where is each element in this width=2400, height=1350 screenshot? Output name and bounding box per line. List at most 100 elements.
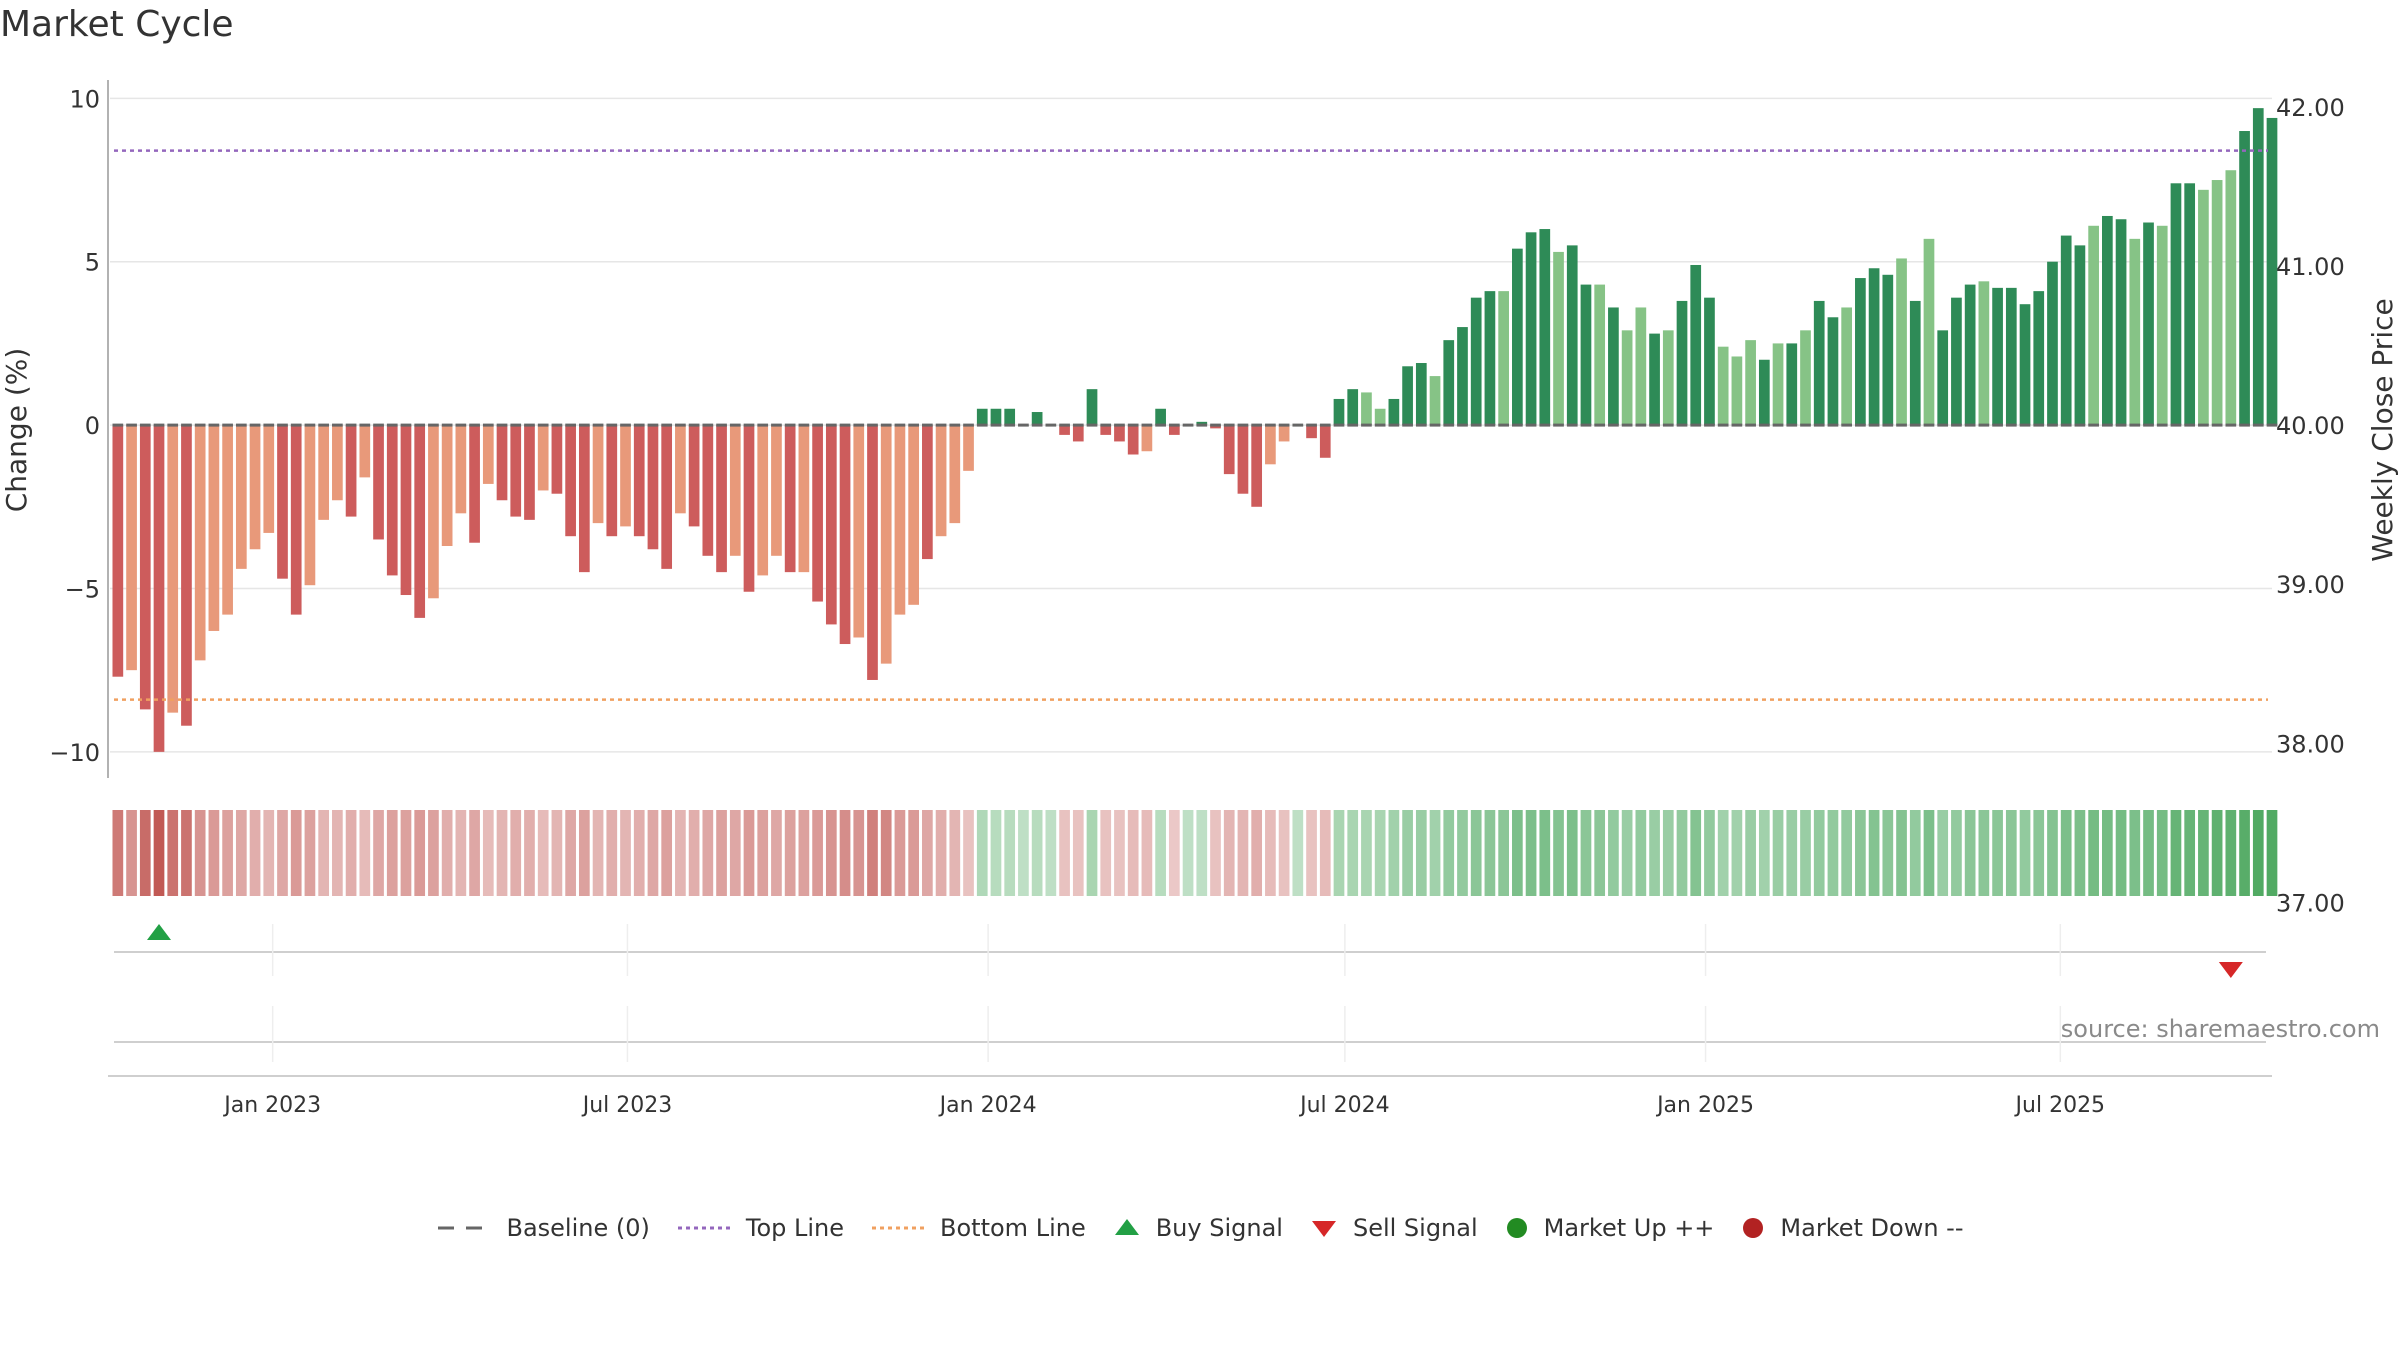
strip-cell [633, 810, 645, 896]
bar [1608, 307, 1619, 426]
bars-layer [112, 108, 2278, 752]
bar [181, 425, 192, 726]
bar [1155, 408, 1166, 426]
strip-cell [1168, 810, 1180, 896]
legend-market-down[interactable]: Market Down -- [1740, 1214, 1964, 1242]
y2-tick-label: 42.00 [2276, 94, 2345, 122]
bar [1265, 425, 1276, 465]
bar [1580, 284, 1592, 426]
bar [2019, 304, 2031, 426]
strip-cell [496, 810, 508, 896]
bar [661, 425, 673, 569]
strip-cell [1415, 810, 1427, 896]
strip-cell [688, 810, 700, 896]
strip-cell [620, 810, 631, 896]
bar [1992, 287, 2003, 426]
bar [2074, 245, 2086, 426]
bar [688, 425, 700, 527]
strip-cell [112, 810, 124, 896]
intensity-strip [112, 810, 2278, 896]
strip-cell [386, 810, 398, 896]
strip-cell [675, 810, 686, 896]
bar [469, 425, 480, 543]
strip-cell [1813, 810, 1825, 896]
strip-cell [1388, 810, 1400, 896]
y-tick-label: 10 [69, 85, 100, 113]
bar [1457, 327, 1468, 426]
legend-buy-signal[interactable]: Buy Signal [1112, 1214, 1283, 1242]
strip-cell [1580, 810, 1592, 896]
bar [1072, 425, 1084, 442]
legend-baseline-label: Baseline (0) [506, 1214, 650, 1242]
strip-cell [812, 810, 823, 896]
strip-cell [1470, 810, 1482, 896]
legend-sell-signal[interactable]: Sell Signal [1309, 1214, 1478, 1242]
bar [1196, 421, 1208, 426]
bar [1676, 300, 1688, 426]
bar [2252, 108, 2264, 426]
strip-cell [976, 810, 988, 896]
bar [2225, 170, 2237, 426]
legend-baseline[interactable]: Baseline (0) [436, 1214, 650, 1242]
bar [633, 425, 645, 537]
strip-cell [1745, 810, 1756, 896]
strip-cell [1031, 810, 1043, 896]
strip-cell [2225, 810, 2237, 896]
bar [1388, 398, 1400, 426]
strip-cell [1498, 810, 1509, 896]
bar [194, 425, 206, 661]
bar [263, 425, 275, 533]
strip-cell [1676, 810, 1688, 896]
strip-cell [1127, 810, 1139, 896]
bar [578, 425, 590, 573]
strip-cell [1086, 810, 1098, 896]
strip-cell [455, 810, 467, 896]
bar [1278, 425, 1290, 442]
legend-market-up[interactable]: Market Up ++ [1504, 1214, 1714, 1242]
strip-cell [1937, 810, 1949, 896]
bar [304, 425, 316, 586]
bar [1909, 300, 1921, 426]
strip-cell [1868, 810, 1880, 896]
bar [2211, 180, 2223, 426]
strip-cell [1443, 810, 1455, 896]
strip-cell [1333, 810, 1345, 896]
bar [524, 425, 535, 520]
strip-cell [510, 810, 522, 896]
strip-cell [2101, 810, 2113, 896]
x-tick-label: Jul 2024 [1298, 1093, 1390, 1118]
strip-cell [1265, 810, 1276, 896]
bar [1594, 284, 1606, 426]
bar [1882, 274, 1894, 426]
legend-down-label: Market Down -- [1780, 1214, 1964, 1242]
bar [825, 425, 837, 625]
strip-cell [441, 810, 453, 896]
strip-cell [894, 810, 906, 896]
bar [1758, 359, 1770, 426]
legend-bottom-line[interactable]: Bottom Line [870, 1214, 1086, 1242]
bar [1621, 330, 1633, 426]
bar [1415, 363, 1427, 426]
bar [332, 425, 343, 501]
strip-cell [318, 810, 330, 896]
strip-cell [1635, 810, 1647, 896]
bar [729, 425, 741, 556]
y-tick-label: −10 [49, 739, 100, 767]
strip-cell [1539, 810, 1551, 896]
legend-sell-label: Sell Signal [1352, 1214, 1478, 1242]
strip-cell [1141, 810, 1153, 896]
bar [1649, 333, 1660, 426]
legend-top-line[interactable]: Top Line [676, 1214, 844, 1242]
bar [2005, 287, 2017, 426]
strip-cell [1484, 810, 1496, 896]
bar [1855, 278, 1866, 426]
bar [675, 425, 686, 514]
bar [1731, 356, 1743, 426]
bar [1841, 307, 1853, 426]
bar [414, 425, 426, 618]
strip-cell [2033, 810, 2045, 896]
bar [2143, 222, 2154, 426]
y2-tick-label: 41.00 [2276, 253, 2345, 281]
bar [345, 425, 357, 517]
strip-cell [1292, 810, 1304, 896]
